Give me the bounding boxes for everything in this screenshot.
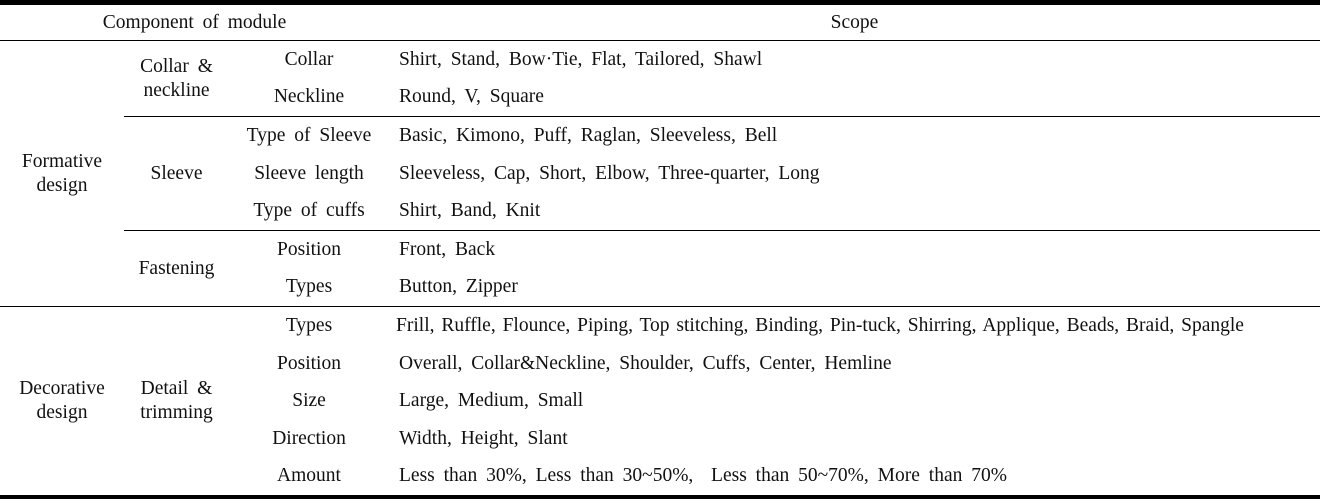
- item: Position: [277, 352, 341, 374]
- subgroup-sleeve: Sleeve: [124, 116, 229, 231]
- item: Types: [229, 306, 390, 345]
- scope: Sleeveless, Cap, Short, Elbow, Three-qua…: [399, 162, 820, 184]
- scope: Width, Height, Slant: [399, 427, 568, 449]
- item: Neckline: [273, 86, 345, 108]
- item: Direction: [272, 427, 346, 449]
- group-decorative: Decorative design: [0, 306, 124, 498]
- scope: Button, Zipper: [399, 276, 518, 298]
- item: Sleeve length: [254, 162, 364, 184]
- scope: Round, V, Square: [399, 86, 544, 108]
- scope: Less than 30%, Less than 30~50%, Less th…: [399, 465, 1007, 487]
- scope: Overall, Collar&Neckline, Shoulder, Cuff…: [399, 352, 892, 374]
- scope: Shirt, Stand, Bow·Tie, Flat, Tailored, S…: [399, 48, 763, 70]
- table-row: Type of cuffs Shirt, Band, Knit: [0, 192, 1320, 230]
- table-row: Sleeve length Sleeveless, Cap, Short, El…: [0, 155, 1320, 193]
- item: Types: [285, 276, 333, 298]
- table-row: Formative design Collar & neckline Colla…: [0, 41, 1320, 196]
- item: Type of cuffs: [253, 200, 365, 222]
- header-row: Component of module Scope: [0, 2, 1320, 41]
- scope: Shirt, Band, Knit: [399, 200, 541, 222]
- scope: Frill, Ruffle, Flounce, Piping, Top stit…: [389, 306, 1320, 345]
- item: Amount: [277, 465, 341, 487]
- scope: Large, Medium, Small: [399, 390, 584, 412]
- header-component: Component of module: [0, 2, 390, 41]
- item: Collar: [284, 48, 334, 70]
- table-row: Size Large, Medium, Small: [0, 382, 1320, 420]
- table-row: Types Button, Zipper: [0, 269, 1320, 307]
- table-row: Amount Less than 30%, Less than 30~50%, …: [0, 458, 1320, 498]
- scope: Front, Back: [389, 229, 1320, 269]
- item: Type of Sleeve: [229, 116, 390, 155]
- header-scope: Scope: [389, 2, 1320, 41]
- table-row: Neckline Round, V, Square: [0, 79, 1320, 117]
- group-formative: Formative design: [21, 150, 103, 196]
- scope: Basic, Kimono, Puff, Raglan, Sleeveless,…: [389, 116, 1320, 155]
- item: Size: [292, 390, 326, 412]
- subgroup-collar-neckline: Collar & neckline: [140, 55, 213, 101]
- table-row: Decorative design Detail & trimming Type…: [0, 306, 1320, 498]
- table-row: Direction Width, Height, Slant: [0, 420, 1320, 458]
- table-row: Position Overall, Collar&Neckline, Shoul…: [0, 345, 1320, 383]
- item: Position: [229, 229, 390, 269]
- subgroup-fastening: Fastening: [124, 229, 229, 307]
- subgroup-detail-trimming: Detail & trimming: [124, 306, 229, 498]
- table-row: Fastening Position Front, Back: [0, 229, 1320, 307]
- table-row: Sleeve Type of Sleeve Basic, Kimono, Puf…: [0, 116, 1320, 231]
